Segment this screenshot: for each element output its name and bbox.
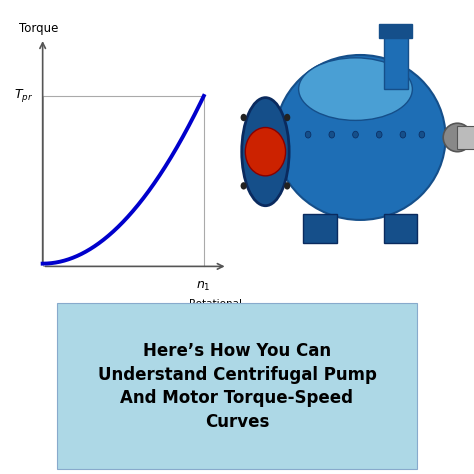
Circle shape bbox=[284, 114, 290, 121]
Ellipse shape bbox=[299, 58, 412, 120]
Text: Rotational
speed: Rotational speed bbox=[189, 300, 242, 321]
Circle shape bbox=[353, 131, 358, 138]
Ellipse shape bbox=[275, 55, 446, 220]
Text: Here’s How You Can
Understand Centrifugal Pump
And Motor Torque-Speed
Curves: Here’s How You Can Understand Centrifuga… bbox=[98, 342, 376, 431]
Bar bbox=[303, 214, 337, 243]
Text: Torque: Torque bbox=[19, 22, 58, 36]
Circle shape bbox=[376, 131, 382, 138]
Circle shape bbox=[419, 131, 425, 138]
Circle shape bbox=[241, 182, 247, 190]
Text: $T_{pr}$: $T_{pr}$ bbox=[14, 87, 33, 104]
Circle shape bbox=[246, 128, 285, 176]
Bar bbox=[384, 214, 417, 243]
Text: $n_1$: $n_1$ bbox=[197, 280, 211, 293]
Ellipse shape bbox=[242, 98, 289, 206]
Circle shape bbox=[284, 182, 290, 190]
Bar bbox=[379, 24, 412, 38]
Circle shape bbox=[305, 131, 311, 138]
Bar bbox=[384, 32, 408, 89]
Bar bbox=[457, 126, 474, 149]
Circle shape bbox=[400, 131, 406, 138]
Ellipse shape bbox=[443, 123, 472, 152]
Circle shape bbox=[241, 114, 247, 121]
Circle shape bbox=[329, 131, 335, 138]
